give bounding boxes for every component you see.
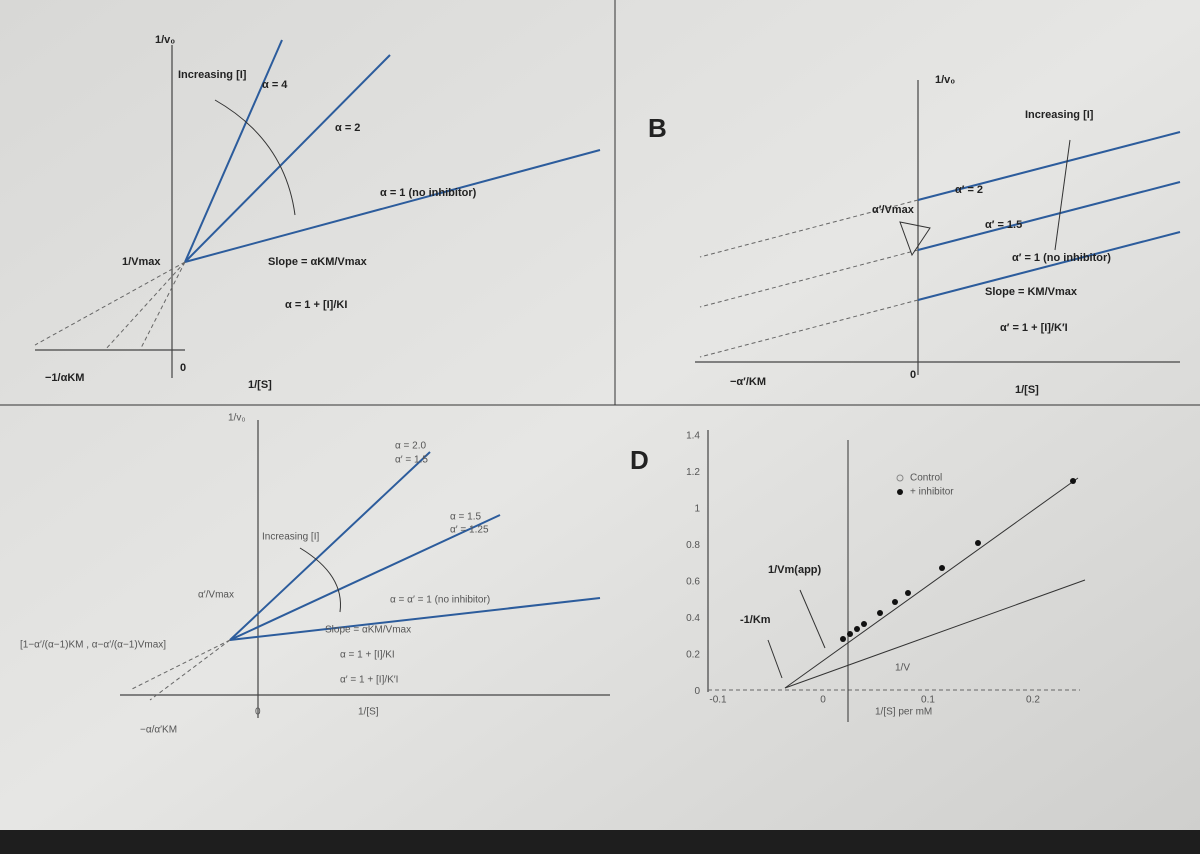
label: −1/αKM: [45, 372, 84, 384]
dashed: [104, 261, 186, 351]
label: α′ = 1.25: [450, 525, 489, 536]
arc-arrow: [214, 99, 296, 216]
paper: [0, 0, 1200, 830]
legend-marker: [897, 489, 903, 495]
line: [229, 597, 601, 641]
label: α = 2: [335, 122, 360, 134]
x-tick-label: 0.2: [1026, 695, 1040, 706]
label: α′/Vmax: [198, 590, 234, 601]
label: 1/v₀: [935, 74, 955, 86]
dashed: [149, 639, 231, 701]
label: α = 1 + [I]/KI: [340, 650, 395, 661]
line: [917, 131, 1181, 201]
line: [229, 451, 431, 641]
label: Increasing [I]: [1025, 109, 1094, 121]
arrow: [1054, 139, 1071, 251]
label: 0: [910, 369, 916, 381]
panel-c: 1/v₀ α = 2.0 α′ = 1.5 α = 1.5 α′ = 1.25 …: [20, 413, 610, 736]
panel-d: D Control + inhibitor 1/Vm(app) -1/Km 1/…: [630, 430, 1086, 722]
y-tick-label: 1.4: [686, 431, 700, 442]
y-tick-label: 1: [694, 504, 700, 515]
label: α′ = 1 + [I]/K′I: [1000, 322, 1068, 334]
label: 1/Vmax: [122, 256, 161, 268]
panel-a: 1/v₀ Increasing [I] α = 4 α = 2 α = 1 (n…: [34, 34, 601, 391]
label: Slope = αKM/Vmax: [268, 256, 368, 268]
y-tick-label: 0.2: [686, 650, 700, 661]
label: α′/Vmax: [872, 204, 915, 216]
bottom-bar: [0, 830, 1200, 854]
arrow: [799, 589, 826, 649]
label: α = 4: [262, 79, 288, 91]
panel-label: B: [648, 113, 667, 143]
label: α = 1 + [I]/KI: [285, 299, 347, 311]
label: 1/Vm(app): [768, 564, 822, 576]
label: 1/[S]: [1015, 384, 1039, 396]
label: -1/Km: [740, 614, 771, 626]
label: 1/[S]: [248, 379, 272, 391]
label: 1/v₀: [155, 34, 175, 46]
line: [184, 149, 601, 263]
y-tick-label: 0: [694, 686, 700, 697]
y-tick-label: 1.2: [686, 467, 700, 478]
label: [1−α′/(α−1)KM , α−α′/(α−1)Vmax]: [20, 640, 166, 651]
line: [784, 477, 1079, 689]
points: [840, 478, 1076, 642]
legend: Control: [910, 473, 942, 484]
label: α′ = 1.5: [985, 219, 1022, 231]
label: α′ = 1.5: [395, 455, 428, 466]
label: Slope = KM/Vmax: [985, 286, 1078, 298]
dashed: [699, 299, 919, 358]
label: −α/α′KM: [140, 725, 177, 736]
y-tick-label: 0.4: [686, 613, 700, 624]
x-tick-label: 0: [820, 695, 826, 706]
label: α = 2.0: [395, 441, 427, 452]
label: α′ = 1 (no inhibitor): [1012, 252, 1111, 264]
label: α′ = 2: [955, 184, 983, 196]
label: −α′/KM: [730, 376, 766, 388]
label: α′ = 1 + [I]/K′I: [340, 675, 398, 686]
line: [784, 579, 1086, 689]
label: Slope = αKM/Vmax: [325, 625, 411, 636]
panel-b: B 1/v₀ Increasing [I] α′ = 2 α′ = 1.5 α′…: [648, 74, 1181, 396]
label: 1/V: [895, 663, 910, 674]
line: [917, 231, 1181, 301]
label: 0: [255, 707, 261, 718]
dashed: [699, 199, 919, 258]
line: [917, 181, 1181, 251]
label: 0: [180, 362, 186, 374]
x-tick-label: 0.1: [921, 695, 935, 706]
dashed: [129, 639, 231, 691]
label: 1/v₀: [228, 413, 246, 424]
line: [184, 54, 391, 263]
x-tick-label: -0.1: [709, 695, 727, 706]
arc-arrow: [299, 547, 341, 613]
arrow: [767, 639, 783, 679]
dashed: [34, 261, 186, 346]
y-tick-label: 0.6: [686, 577, 700, 588]
line: [184, 39, 283, 263]
label: α = α′ = 1 (no inhibitor): [390, 595, 490, 606]
label: α = 1.5: [450, 512, 482, 523]
y-tick-label: 0.8: [686, 540, 700, 551]
legend-marker: [896, 474, 904, 482]
legend: + inhibitor: [910, 487, 954, 498]
line: [229, 514, 501, 641]
label: Increasing [I]: [178, 69, 247, 81]
label: 1/[S] per mM: [875, 707, 932, 718]
dashed: [699, 249, 919, 308]
panel-label: D: [630, 445, 649, 475]
dashed: [139, 261, 186, 351]
triangle: [899, 221, 931, 257]
label: 1/[S]: [358, 707, 379, 718]
label: α = 1 (no inhibitor): [380, 187, 477, 199]
label: Increasing [I]: [262, 532, 319, 543]
